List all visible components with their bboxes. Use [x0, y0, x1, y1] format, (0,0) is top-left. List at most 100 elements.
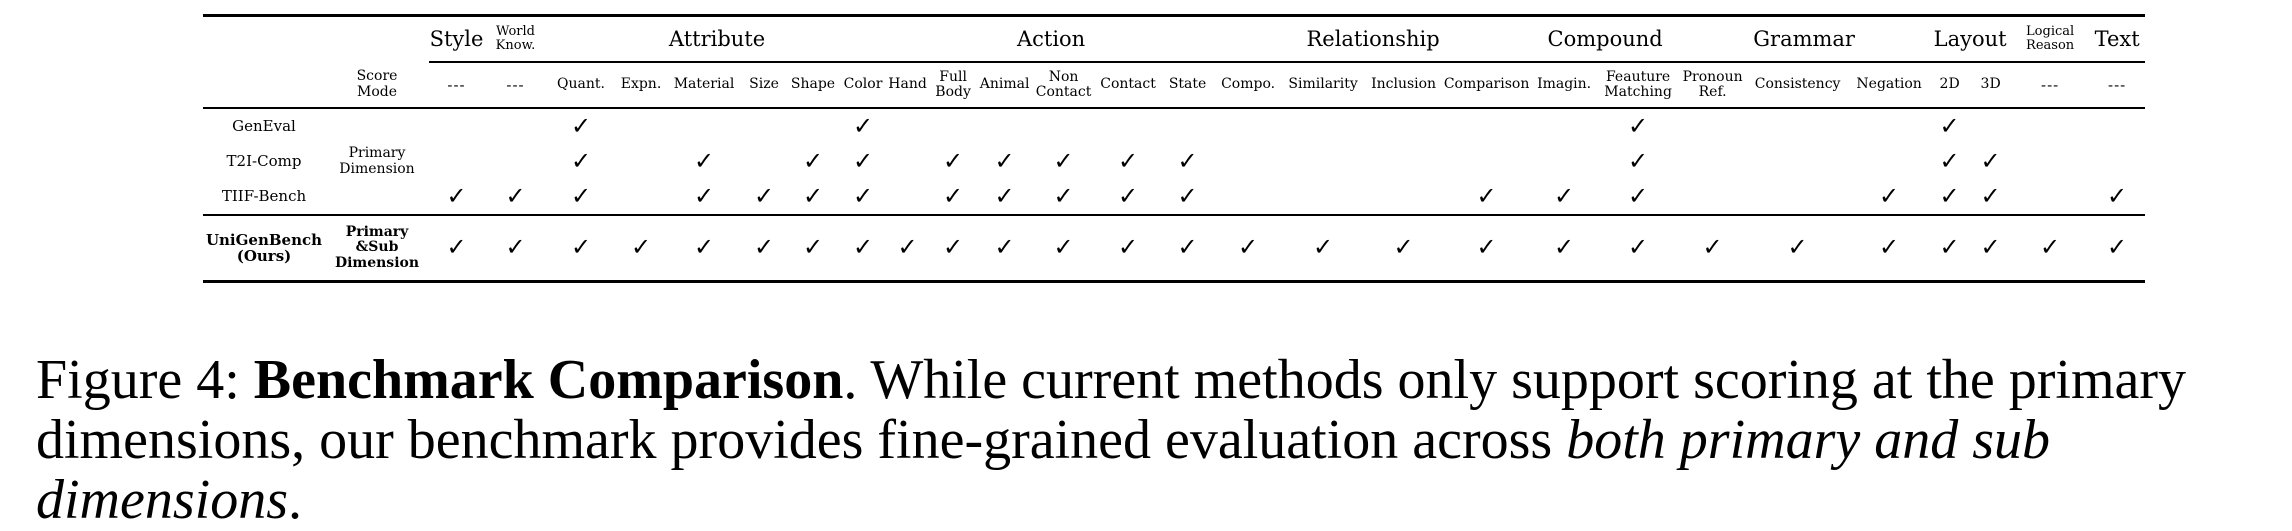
check-mark-icon: ✓ — [1879, 181, 1900, 210]
table-row: T2I-Comp Primary Dimension ✓ ✓ ✓ ✓ ✓ ✓ ✓ ✓ ✓ ✓ ✓ ✓ — [203, 144, 2145, 179]
empty-cell — [1849, 144, 1929, 179]
check-mark-icon: ✓ — [1118, 181, 1139, 210]
check-mark-icon: ✓ — [505, 181, 526, 210]
benchmark-name: T2I-Comp — [226, 152, 302, 171]
check-mark-icon: ✓ — [928, 214, 979, 283]
empty-cell — [1215, 179, 1281, 215]
table-row: UniGenBench (Ours) Primary &Sub Dimension… — [203, 214, 2146, 283]
check-mark-icon: ✓ — [943, 146, 964, 175]
check-mark-icon: ✓ — [994, 146, 1015, 175]
sub-dimension-header: Color — [839, 62, 888, 109]
score-mode-cell — [325, 179, 429, 215]
check-mark-icon: ✓ — [1031, 214, 1097, 283]
sub-dimension-header: 3D — [1970, 62, 2012, 109]
empty-cell — [1281, 144, 1365, 179]
check-mark-icon: ✓ — [1628, 111, 1649, 140]
check-mark-icon: ✓ — [1628, 146, 1649, 175]
empty-cell — [1365, 144, 1442, 179]
check-mark-icon: ✓ — [2107, 181, 2128, 210]
empty-cell — [1160, 108, 1215, 144]
check-mark-icon: ✓ — [667, 214, 741, 283]
group-logical-reason: Logical Reason — [2011, 14, 2090, 63]
figure-label: Figure 4: — [36, 349, 254, 411]
empty-cell — [615, 144, 667, 179]
group-layout: Layout — [1929, 14, 2012, 63]
empty-cell — [615, 179, 667, 215]
empty-cell — [787, 108, 839, 144]
check-mark-icon: ✓ — [1939, 146, 1960, 175]
score-mode-header: Score Mode — [325, 62, 429, 109]
check-mark-icon: ✓ — [1476, 181, 1497, 210]
check-mark-icon: ✓ — [693, 181, 715, 210]
sub-dimension-header: Pronoun Ref. — [1679, 62, 1747, 109]
sub-dimension-header: Size — [741, 62, 787, 109]
empty-cell — [1281, 179, 1365, 215]
empty-cell — [1365, 108, 1442, 144]
empty-cell — [667, 108, 741, 144]
empty-cell — [1442, 108, 1531, 144]
sub-dimension-header: Shape — [787, 62, 839, 109]
sub-dimension-header: Contact — [1096, 62, 1161, 109]
score-mode-cell: Primary &Sub Dimension — [325, 214, 429, 283]
empty-cell — [928, 108, 978, 144]
empty-cell — [1531, 108, 1597, 144]
table-row: TIIF-Bench ✓ ✓ ✓ ✓ ✓ ✓ ✓ ✓ ✓ ✓ ✓ ✓ ✓ ✓ ✓ ✓ ✓ ✓ ✓ — [203, 179, 2145, 215]
sub-dimension-header: Negation — [1849, 62, 1930, 109]
empty-cell — [1281, 108, 1365, 144]
check-mark-icon: ✓ — [1177, 146, 1198, 175]
caption-text: . While current methods only support sco… — [36, 349, 2187, 471]
sub-dimension-header: Full Body — [928, 62, 979, 109]
empty-cell — [1531, 144, 1597, 179]
check-mark-icon: ✓ — [1177, 181, 1198, 210]
check-mark-icon: ✓ — [2011, 214, 2090, 283]
check-mark-icon: ✓ — [1679, 214, 1747, 283]
check-mark-icon: ✓ — [1053, 181, 1074, 210]
figure-caption: Figure 4: Benchmark Comparison. While cu… — [36, 350, 2266, 530]
sub-dimension-header: Consistency — [1746, 62, 1850, 109]
empty-cell — [429, 108, 484, 144]
check-mark-icon: ✓ — [693, 146, 715, 175]
check-mark-icon: ✓ — [1939, 111, 1960, 140]
sub-dimension-header: Feauture Matching — [1597, 62, 1680, 109]
empty-cell — [1746, 108, 1849, 144]
check-mark-icon: ✓ — [1746, 214, 1850, 283]
sub-dimension-header: Compo. — [1215, 62, 1282, 109]
check-mark-icon: ✓ — [570, 146, 592, 175]
empty-cell — [1442, 144, 1531, 179]
empty-cell — [1746, 179, 1849, 215]
sub-dimension-header: Quant. — [547, 62, 615, 109]
check-mark-icon: ✓ — [852, 146, 874, 175]
check-mark-icon: ✓ — [852, 111, 874, 140]
empty-cell — [2011, 179, 2089, 215]
sub-dimension-header: Inclusion — [1365, 62, 1443, 109]
check-mark-icon: ✓ — [1628, 181, 1649, 210]
empty-cell — [978, 108, 1031, 144]
sub-dimension-header: --- — [2089, 62, 2146, 109]
check-mark-icon: ✓ — [1554, 181, 1575, 210]
group-attribute: Attribute — [547, 14, 888, 63]
sub-dimension-header: 2D — [1929, 62, 1971, 109]
group-relationship: Relationship — [1215, 14, 1532, 63]
check-mark-icon: ✓ — [753, 181, 775, 210]
check-mark-icon: ✓ — [570, 181, 592, 210]
sub-dimension-header: --- — [2011, 62, 2090, 109]
empty-cell — [1679, 179, 1746, 215]
group-action: Action — [887, 14, 1216, 63]
check-mark-icon: ✓ — [1096, 214, 1161, 283]
sub-dimension-header: Non Contact — [1031, 62, 1097, 109]
check-mark-icon: ✓ — [994, 181, 1015, 210]
check-mark-icon: ✓ — [615, 214, 667, 283]
empty-cell — [887, 179, 928, 215]
check-mark-icon: ✓ — [446, 181, 467, 210]
empty-cell — [2011, 144, 2089, 179]
sub-dimension-header: State — [1160, 62, 1216, 109]
check-mark-icon: ✓ — [978, 214, 1032, 283]
benchmark-name: TIIF-Bench — [221, 187, 307, 206]
empty-cell — [1031, 108, 1096, 144]
group-grammar: Grammar — [1679, 14, 1930, 63]
check-mark-icon: ✓ — [1597, 214, 1680, 283]
check-mark-icon: ✓ — [887, 214, 929, 283]
check-mark-icon: ✓ — [787, 214, 839, 283]
caption-end: . — [288, 469, 302, 531]
check-mark-icon: ✓ — [852, 181, 874, 210]
